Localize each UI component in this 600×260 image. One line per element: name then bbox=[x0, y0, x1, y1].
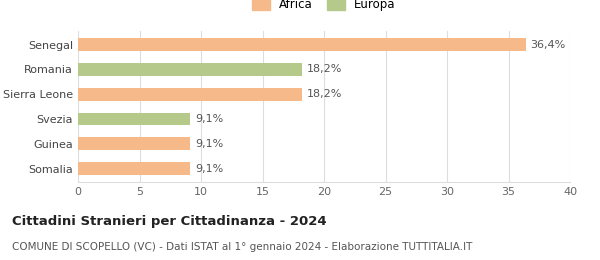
Text: 9,1%: 9,1% bbox=[195, 139, 223, 149]
Bar bbox=[78, 113, 190, 126]
Legend: Africa, Europa: Africa, Europa bbox=[248, 0, 400, 15]
Text: 9,1%: 9,1% bbox=[195, 164, 223, 174]
Text: Cittadini Stranieri per Cittadinanza - 2024: Cittadini Stranieri per Cittadinanza - 2… bbox=[12, 214, 326, 228]
Text: 18,2%: 18,2% bbox=[307, 64, 342, 74]
Text: 18,2%: 18,2% bbox=[307, 89, 342, 99]
Bar bbox=[78, 137, 190, 150]
Text: COMUNE DI SCOPELLO (VC) - Dati ISTAT al 1° gennaio 2024 - Elaborazione TUTTITALI: COMUNE DI SCOPELLO (VC) - Dati ISTAT al … bbox=[12, 242, 472, 252]
Bar bbox=[78, 88, 302, 101]
Text: 9,1%: 9,1% bbox=[195, 114, 223, 124]
Bar bbox=[78, 63, 302, 76]
Bar bbox=[78, 38, 526, 51]
Bar bbox=[78, 162, 190, 175]
Text: 36,4%: 36,4% bbox=[530, 40, 566, 49]
